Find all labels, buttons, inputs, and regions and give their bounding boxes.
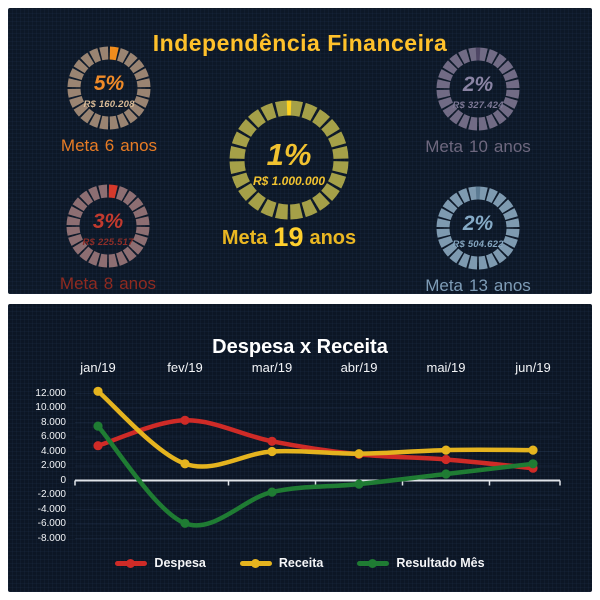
y-axis-label: 2.000	[40, 460, 66, 471]
gauge-value: R$ 504.622	[452, 239, 504, 250]
gauge-percent: 2%	[462, 73, 494, 96]
gauge-value: R$ 225.517	[82, 237, 134, 248]
y-axis-label: 4.000	[40, 445, 66, 457]
gauge-meta-label: Meta 8 anos	[59, 274, 157, 293]
x-axis-label: jun/19	[515, 360, 551, 375]
chart-title: Despesa x Receita	[212, 335, 388, 358]
gauge-meta-label: Meta 6 anos	[60, 136, 158, 155]
legend-marker-icon	[357, 558, 390, 568]
gauge-meta-19-anos[interactable]: 1% R$ 1.000.000 Meta 19 anos	[199, 96, 379, 256]
legend-marker-icon	[115, 558, 148, 568]
x-axis-label: jan/19	[80, 360, 116, 375]
x-axis-label: mai/19	[426, 360, 466, 375]
gauge-meta-8-anos[interactable]: 3% R$ 225.517 Meta 8 anos	[38, 178, 178, 298]
gauge-meta-label: Meta 13 anos	[425, 276, 531, 295]
y-axis-label: -8.000	[37, 532, 66, 544]
gauge-meta-13-anos[interactable]: 2% R$ 504.622 Meta 13 anos	[408, 180, 548, 300]
legend-label: Receita	[278, 556, 324, 570]
gauge-value: R$ 327.424	[452, 100, 504, 111]
x-axis-label: mar/19	[251, 360, 293, 375]
y-axis-label: 8.000	[40, 416, 66, 428]
donut-ring-icon	[67, 46, 151, 130]
y-axis-label: 10.000	[35, 402, 66, 413]
donut-ring-icon	[229, 100, 349, 220]
x-axis-label: abr/19	[340, 360, 378, 375]
gauge-percent: 5%	[93, 72, 125, 95]
legend-marker-icon	[239, 558, 272, 568]
chart-legend: Despesa Receita Resultado Mês	[8, 556, 592, 570]
y-axis-label: -6.000	[37, 518, 66, 529]
gauge-meta-label: Meta 10 anos	[425, 137, 531, 156]
x-axis-label: fev/19	[167, 360, 203, 375]
y-axis-label: 0	[60, 474, 66, 486]
y-axis-label: -4.000	[37, 503, 66, 515]
y-axis-label: -2.000	[37, 489, 66, 500]
y-axis-label: 12.000	[35, 387, 66, 399]
donut-ring-icon	[66, 184, 150, 268]
panel-despesa-receita: Despesa x Receita jan/19 fev/19 mar/19 abr/…	[8, 304, 592, 592]
top-panel-title: Independência Financeira	[152, 30, 448, 57]
gauge-meta-6-anos[interactable]: 5% R$ 160.208 Meta 6 anos	[39, 40, 179, 160]
legend-item-despesa[interactable]: Despesa	[115, 556, 206, 570]
y-axis-label: 6.000	[40, 431, 66, 442]
line-chart	[74, 386, 561, 539]
panel-independencia-financeira: Independência Financeira 5% R$ 160.208 M…	[8, 8, 592, 295]
gauge-percent: 3%	[92, 210, 124, 233]
legend-label: Resultado Mês	[396, 556, 485, 570]
gauge-meta-10-anos[interactable]: 2% R$ 327.424 Meta 10 anos	[408, 41, 548, 161]
legend-label: Despesa	[154, 556, 206, 570]
gauge-value: R$ 1.000.000	[252, 174, 326, 188]
donut-ring-icon	[436, 47, 520, 131]
gauge-meta-label: Meta 19 anos	[221, 222, 357, 252]
gauge-value: R$ 160.208	[83, 99, 135, 110]
legend-item-resultado-m-s[interactable]: Resultado Mês	[357, 556, 485, 570]
gauge-percent: 2%	[462, 212, 494, 235]
legend-item-receita[interactable]: Receita	[239, 556, 324, 570]
gauge-percent: 1%	[266, 137, 312, 172]
donut-ring-icon	[436, 186, 520, 270]
